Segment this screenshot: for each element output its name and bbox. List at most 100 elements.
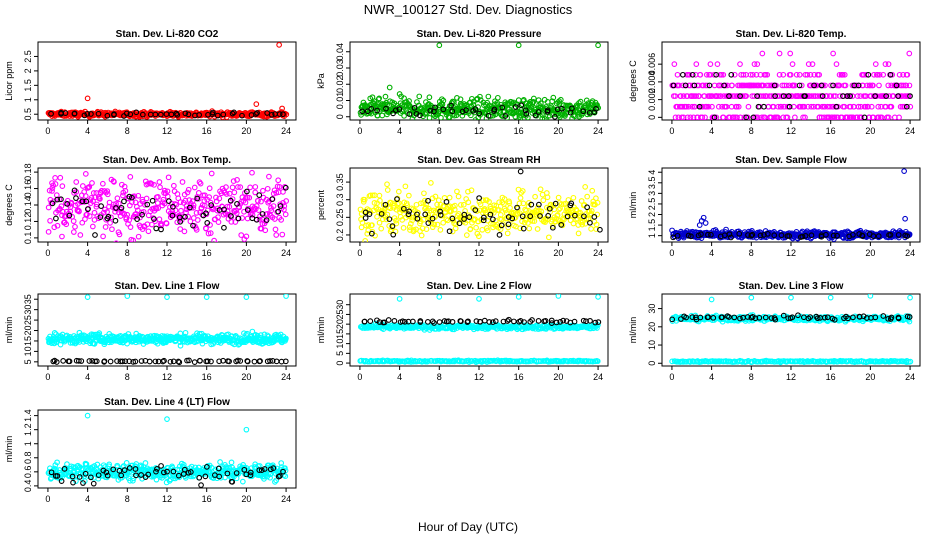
- data-point: [848, 358, 855, 364]
- data-point: [588, 210, 595, 217]
- data-point: [755, 103, 762, 110]
- data-point: [574, 103, 581, 110]
- data-point: [888, 103, 895, 110]
- data-point: [89, 180, 95, 186]
- data-point: [552, 114, 558, 120]
- data-point: [820, 358, 827, 365]
- data-point: [264, 110, 271, 116]
- data-point: [809, 61, 816, 68]
- data-point: [876, 71, 883, 78]
- data-point: [59, 233, 65, 240]
- data-point: [279, 105, 285, 112]
- data-point: [273, 232, 280, 238]
- data-point: [711, 114, 718, 120]
- data-point: [719, 314, 725, 321]
- panel-title: Stan. Dev. Li-820 Temp.: [736, 29, 847, 40]
- data-point: [376, 219, 383, 226]
- data-point: [376, 95, 383, 102]
- y-tick-label: 0.1: [23, 232, 33, 245]
- data-point: [190, 222, 196, 229]
- data-point: [470, 101, 477, 108]
- data-point: [91, 209, 98, 216]
- data-point: [86, 358, 93, 364]
- x-tick-label: 24: [281, 372, 291, 382]
- data-point: [400, 225, 407, 231]
- data-point: [52, 175, 58, 181]
- data-point: [778, 103, 785, 110]
- data-point: [81, 112, 88, 119]
- data-point: [543, 117, 550, 120]
- y-tick-label: 0.02: [335, 75, 345, 93]
- data-point: [165, 174, 172, 181]
- data-point: [239, 215, 246, 221]
- data-point: [149, 197, 156, 204]
- data-point: [161, 200, 168, 207]
- data-point: [594, 325, 600, 331]
- data-point: [185, 213, 191, 220]
- data-point: [256, 192, 263, 199]
- data-point: [578, 198, 585, 204]
- data-point: [45, 204, 52, 211]
- data-point: [378, 211, 385, 217]
- data-point: [710, 314, 717, 321]
- data-point: [151, 181, 157, 188]
- data-point: [226, 358, 232, 365]
- data-point: [107, 358, 114, 365]
- x-tick-label: 4: [85, 248, 90, 258]
- data-point: [498, 222, 505, 229]
- data-point: [421, 190, 427, 197]
- data-point: [726, 231, 733, 238]
- data-point: [428, 220, 435, 227]
- data-point: [683, 314, 690, 321]
- y-tick-label: 15: [23, 336, 33, 346]
- data-point: [532, 193, 538, 200]
- data-point: [480, 214, 487, 221]
- data-point: [572, 212, 578, 219]
- data-point: [743, 93, 749, 99]
- y-tick-label: 3.5: [647, 177, 657, 190]
- data-point: [282, 184, 289, 191]
- data-point: [830, 82, 836, 89]
- data-point: [97, 214, 104, 221]
- data-point: [786, 82, 793, 89]
- y-tick-label: 0.25: [335, 209, 345, 227]
- x-tick-label: 20: [241, 248, 251, 258]
- data-point: [59, 183, 66, 189]
- data-point: [123, 110, 130, 117]
- data-point: [684, 114, 691, 120]
- data-point: [522, 107, 529, 114]
- data-point: [502, 207, 509, 214]
- x-tick-label: 4: [709, 372, 714, 382]
- data-point: [456, 110, 463, 116]
- data-point: [592, 319, 599, 326]
- data-point: [492, 111, 499, 118]
- data-point: [702, 220, 709, 226]
- data-point: [397, 213, 404, 220]
- data-point: [440, 106, 447, 113]
- data-point: [374, 107, 380, 114]
- data-point: [555, 206, 562, 213]
- data-point: [122, 358, 129, 365]
- y-tick-label: 0.14: [23, 196, 33, 214]
- data-point: [468, 187, 475, 194]
- data-point: [127, 111, 134, 118]
- data-point: [885, 61, 892, 68]
- data-point: [797, 103, 804, 110]
- data-point: [436, 42, 443, 49]
- data-point: [723, 226, 729, 233]
- data-point: [772, 316, 779, 323]
- data-point: [588, 226, 594, 232]
- data-point: [491, 108, 497, 114]
- data-point: [492, 318, 499, 325]
- y-axis-label: Licor ppm: [4, 61, 14, 101]
- data-point: [771, 82, 778, 89]
- data-point: [113, 205, 119, 211]
- data-point: [359, 219, 366, 226]
- data-point: [689, 71, 696, 78]
- data-point: [553, 319, 560, 326]
- data-point: [702, 82, 709, 89]
- data-point: [220, 111, 227, 118]
- data-point: [126, 358, 133, 365]
- data-point: [895, 232, 902, 238]
- data-point: [253, 216, 260, 223]
